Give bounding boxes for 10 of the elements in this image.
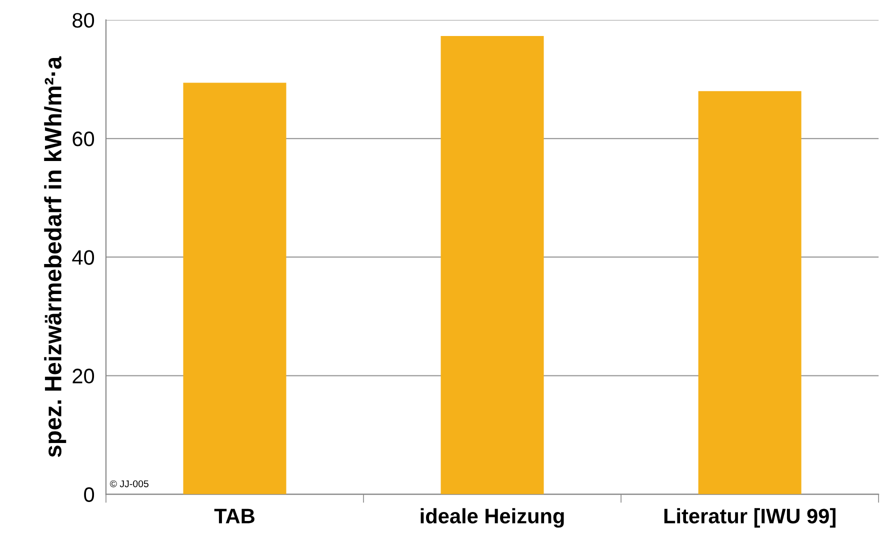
x-tick-label: ideale Heizung <box>420 508 564 528</box>
y-axis-title: spez. Heizwärmebedarf in kWh/m²·a <box>44 56 66 458</box>
annotation: © JJ-005 <box>110 480 148 488</box>
y-tick-label: 80 <box>72 12 94 28</box>
y-tick-label: 40 <box>72 250 94 265</box>
y-tick-label: 20 <box>72 368 94 384</box>
y-tick-label: 60 <box>72 132 94 146</box>
y-tick-label: 0 <box>84 487 94 502</box>
x-tick-label: Literatur [IWU 99] <box>664 508 836 528</box>
x-tick-label: TAB <box>214 508 254 524</box>
